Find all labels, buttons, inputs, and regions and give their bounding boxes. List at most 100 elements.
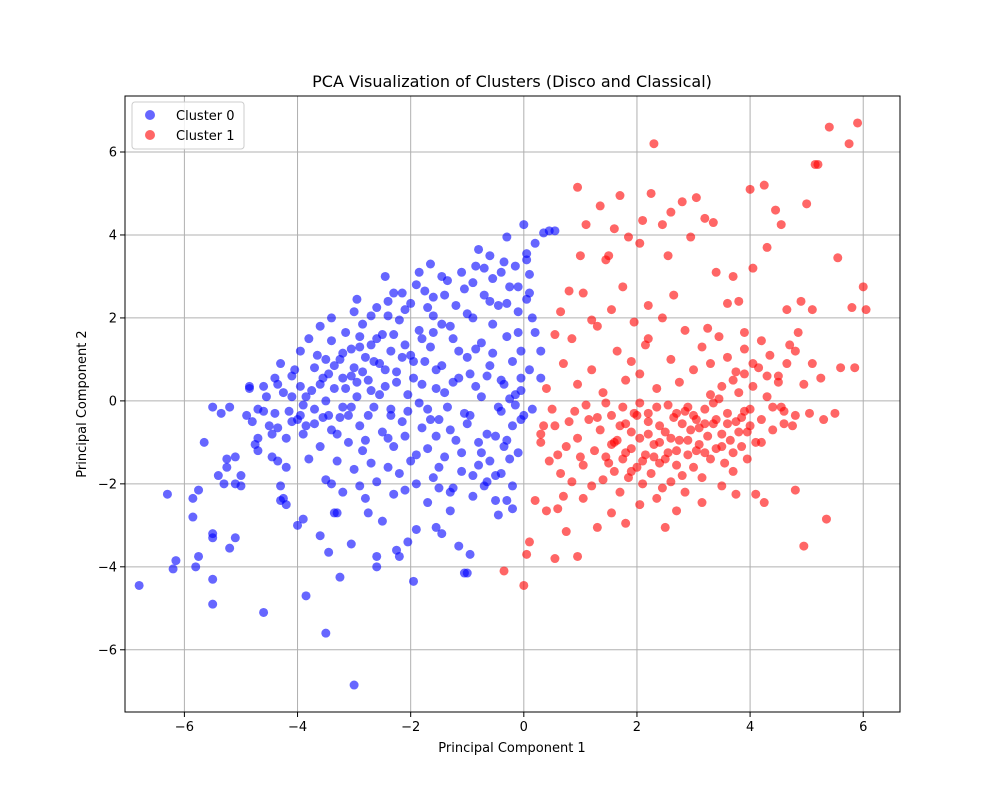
scatter-point	[267, 429, 277, 439]
scatter-point	[468, 471, 478, 481]
scatter-point	[355, 421, 365, 431]
scatter-point	[332, 508, 342, 518]
scatter-point	[745, 184, 755, 194]
scatter-point	[485, 361, 495, 371]
scatter-point	[301, 591, 311, 601]
scatter-point	[457, 267, 467, 277]
scatter-point	[479, 481, 489, 491]
scatter-point	[499, 379, 509, 389]
scatter-point	[575, 452, 585, 462]
scatter-point	[134, 580, 144, 590]
scatter-point	[341, 327, 351, 337]
scatter-point	[459, 408, 469, 418]
scatter-point	[352, 392, 362, 402]
scatter-point	[643, 408, 653, 418]
scatter-point	[329, 383, 339, 393]
scatter-point	[400, 431, 410, 441]
scatter-point	[191, 562, 201, 572]
scatter-point	[700, 404, 710, 414]
scatter-point	[208, 402, 218, 412]
scatter-point	[411, 280, 421, 290]
scatter-point	[595, 425, 605, 435]
scatter-point	[581, 400, 591, 410]
scatter-point	[423, 444, 433, 454]
scatter-point	[578, 460, 588, 470]
scatter-point	[807, 305, 817, 315]
scatter-point	[606, 305, 616, 315]
scatter-point	[553, 504, 563, 514]
scatter-point	[581, 220, 591, 230]
scatter-point	[748, 359, 758, 369]
scatter-point	[765, 350, 775, 360]
scatter-point	[587, 365, 597, 375]
scatter-point	[304, 454, 314, 464]
scatter-point	[383, 311, 393, 321]
scatter-point	[242, 410, 252, 420]
scatter-point	[522, 549, 532, 559]
scatter-point	[748, 263, 758, 273]
scatter-point	[621, 375, 631, 385]
scatter-point	[508, 356, 517, 366]
scatter-point	[188, 493, 198, 503]
scatter-point	[505, 454, 515, 464]
scatter-point	[550, 226, 560, 236]
scatter-point	[691, 193, 701, 203]
scatter-point	[253, 433, 263, 443]
scatter-point	[745, 421, 755, 431]
scatter-point	[346, 539, 356, 549]
scatter-point	[513, 282, 523, 292]
scatter-point	[298, 429, 308, 439]
scatter-point	[759, 498, 769, 508]
scatter-point	[445, 321, 455, 331]
scatter-point	[442, 402, 452, 412]
scatter-point	[349, 363, 359, 373]
scatter-point	[216, 408, 226, 418]
scatter-point	[335, 572, 345, 582]
scatter-point	[632, 410, 642, 420]
x-axis-label: Principal Component 1	[438, 741, 585, 756]
scatter-point	[386, 346, 396, 356]
scatter-point	[462, 419, 472, 429]
scatter-point	[657, 220, 667, 230]
scatter-point	[411, 479, 421, 489]
scatter-point	[488, 319, 498, 329]
scatter-point	[601, 398, 611, 408]
scatter-point	[536, 429, 546, 439]
scatter-point	[400, 485, 410, 495]
scatter-point	[474, 244, 484, 254]
scatter-point	[705, 390, 715, 400]
scatter-point	[550, 330, 560, 340]
scatter-point	[737, 412, 747, 422]
scatter-point	[606, 410, 616, 420]
scatter-point	[488, 348, 498, 358]
scatter-point	[281, 500, 291, 510]
scatter-point	[669, 290, 679, 300]
scatter-point	[162, 489, 172, 499]
scatter-point	[171, 556, 181, 566]
scatter-point	[493, 510, 503, 520]
y-tick-label: 0	[109, 394, 117, 409]
scatter-point	[315, 442, 325, 452]
scatter-point	[471, 344, 481, 354]
scatter-point	[397, 352, 407, 362]
scatter-point	[573, 182, 583, 192]
scatter-point	[779, 419, 789, 429]
scatter-point	[194, 551, 204, 561]
scatter-point	[377, 427, 387, 437]
scatter-point	[649, 139, 659, 149]
scatter-point	[440, 290, 450, 300]
legend-marker-cluster-1	[145, 130, 155, 140]
scatter-point	[677, 419, 687, 429]
scatter-point	[700, 213, 710, 223]
scatter-point	[524, 537, 534, 547]
scatter-point	[414, 325, 424, 335]
scatter-point	[660, 427, 670, 437]
scatter-point	[471, 261, 481, 271]
scatter-point	[638, 215, 648, 225]
scatter-point	[247, 417, 257, 427]
scatter-point	[666, 207, 676, 217]
scatter-point	[434, 415, 444, 425]
scatter-point	[587, 315, 597, 325]
scatter-point	[276, 481, 286, 491]
scatter-point	[502, 435, 512, 445]
